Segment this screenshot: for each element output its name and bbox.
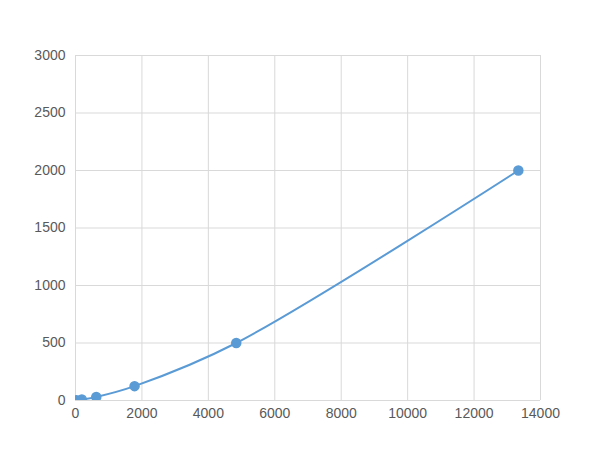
svg-text:3000: 3000	[34, 47, 65, 63]
svg-text:12000: 12000	[455, 405, 494, 421]
svg-text:14000: 14000	[521, 405, 560, 421]
svg-text:2500: 2500	[34, 104, 65, 120]
svg-text:6000: 6000	[259, 405, 290, 421]
svg-text:1500: 1500	[34, 219, 65, 235]
svg-text:10000: 10000	[388, 405, 427, 421]
svg-text:2000: 2000	[126, 405, 157, 421]
svg-text:2000: 2000	[34, 162, 65, 178]
svg-text:0: 0	[58, 392, 66, 408]
svg-text:4000: 4000	[193, 405, 224, 421]
svg-text:1000: 1000	[34, 277, 65, 293]
svg-text:0: 0	[72, 405, 80, 421]
svg-text:8000: 8000	[326, 405, 357, 421]
svg-text:500: 500	[42, 334, 66, 350]
